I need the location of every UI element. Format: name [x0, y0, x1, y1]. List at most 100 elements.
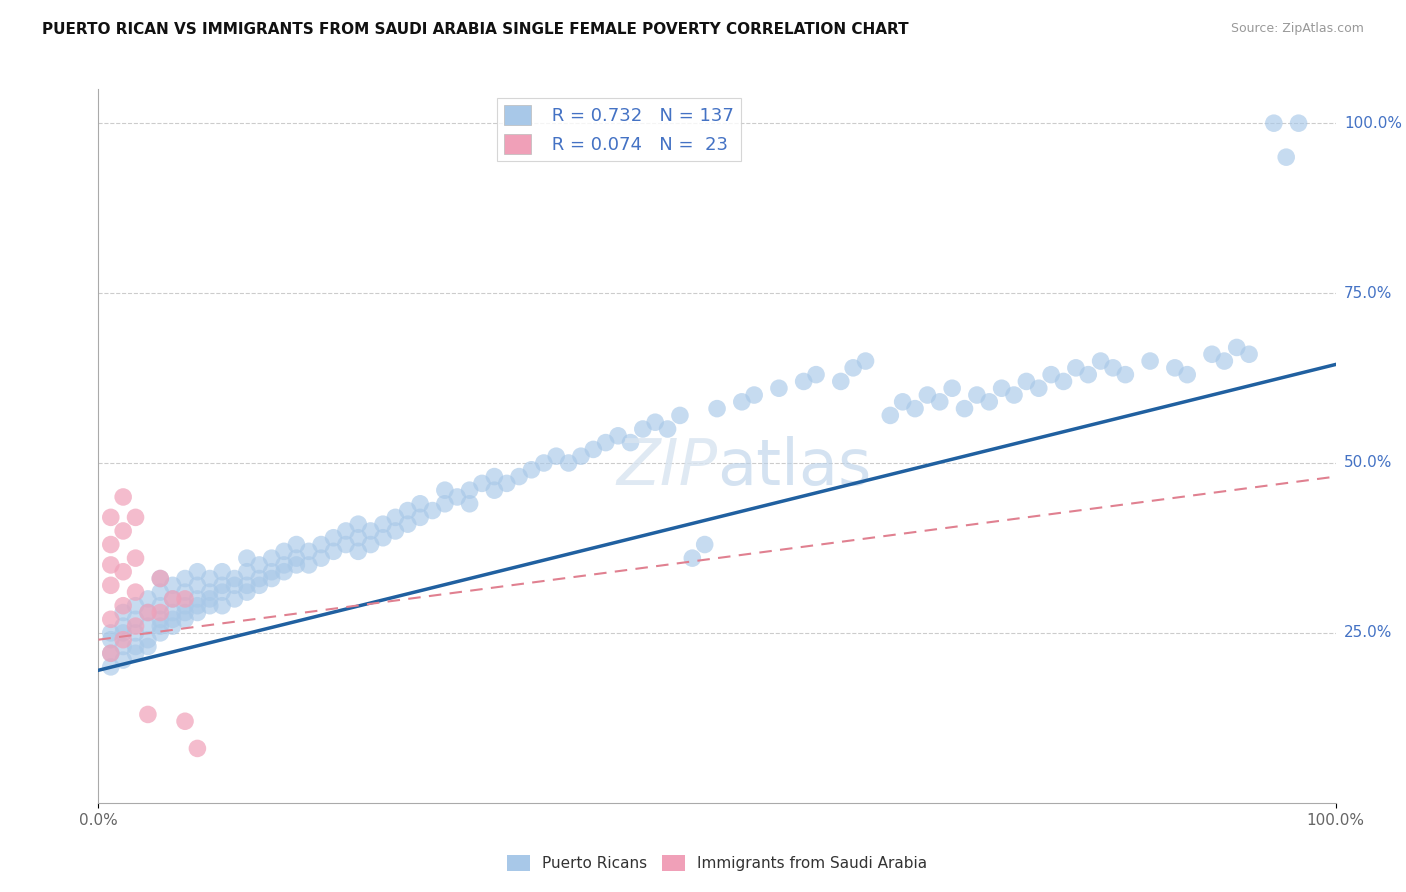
Point: [1002, 388, 1025, 402]
Point: [1275, 150, 1298, 164]
Point: [298, 544, 321, 558]
Point: [273, 558, 295, 572]
Point: [236, 551, 259, 566]
Point: [174, 591, 197, 606]
Point: [260, 565, 283, 579]
Point: [124, 585, 146, 599]
Point: [619, 435, 641, 450]
Point: [335, 524, 357, 538]
Point: [706, 401, 728, 416]
Point: [100, 660, 122, 674]
Point: [124, 599, 146, 613]
Point: [458, 483, 481, 498]
Point: [433, 483, 456, 498]
Point: [260, 572, 283, 586]
Point: [112, 640, 135, 654]
Point: [100, 646, 122, 660]
Point: [124, 612, 146, 626]
Point: [1015, 375, 1038, 389]
Point: [100, 558, 122, 572]
Point: [174, 612, 197, 626]
Point: [1090, 354, 1112, 368]
Point: [384, 510, 406, 524]
Point: [309, 537, 332, 551]
Point: [966, 388, 988, 402]
Point: [569, 449, 592, 463]
Point: [309, 551, 332, 566]
Point: [136, 640, 159, 654]
Point: [136, 606, 159, 620]
Point: [409, 497, 432, 511]
Point: [484, 483, 506, 498]
Point: [224, 572, 246, 586]
Point: [917, 388, 939, 402]
Point: [112, 490, 135, 504]
Point: [136, 707, 159, 722]
Point: [520, 463, 543, 477]
Point: [100, 537, 122, 551]
Point: [731, 394, 754, 409]
Point: [112, 653, 135, 667]
Text: atlas: atlas: [717, 436, 872, 499]
Point: [136, 619, 159, 633]
Point: [533, 456, 555, 470]
Point: [136, 606, 159, 620]
Text: Source: ZipAtlas.com: Source: ZipAtlas.com: [1230, 22, 1364, 36]
Point: [384, 524, 406, 538]
Point: [990, 381, 1012, 395]
Point: [607, 429, 630, 443]
Point: [285, 537, 308, 551]
Point: [100, 612, 122, 626]
Point: [174, 714, 197, 729]
Point: [260, 551, 283, 566]
Point: [162, 591, 184, 606]
Point: [112, 606, 135, 620]
Point: [335, 537, 357, 551]
Point: [471, 476, 494, 491]
Point: [953, 401, 976, 416]
Point: [211, 599, 233, 613]
Point: [186, 606, 208, 620]
Point: [198, 572, 221, 586]
Legend: Puerto Ricans, Immigrants from Saudi Arabia: Puerto Ricans, Immigrants from Saudi Ara…: [501, 849, 934, 877]
Text: 50.0%: 50.0%: [1344, 456, 1392, 470]
Point: [174, 572, 197, 586]
Point: [124, 640, 146, 654]
Point: [508, 469, 530, 483]
Point: [842, 360, 865, 375]
Point: [322, 544, 344, 558]
Point: [595, 435, 617, 450]
Point: [371, 517, 394, 532]
Point: [112, 632, 135, 647]
Point: [112, 599, 135, 613]
Point: [1288, 116, 1310, 130]
Point: [112, 619, 135, 633]
Point: [186, 599, 208, 613]
Point: [793, 375, 815, 389]
Point: [693, 537, 716, 551]
Point: [124, 551, 146, 566]
Point: [446, 490, 468, 504]
Point: [162, 612, 184, 626]
Point: [198, 599, 221, 613]
Point: [136, 632, 159, 647]
Point: [1139, 354, 1161, 368]
Point: [224, 578, 246, 592]
Point: [149, 626, 172, 640]
Point: [162, 606, 184, 620]
Point: [1164, 360, 1187, 375]
Point: [855, 354, 877, 368]
Point: [1237, 347, 1260, 361]
Point: [174, 585, 197, 599]
Point: [1201, 347, 1223, 361]
Point: [1028, 381, 1050, 395]
Point: [100, 510, 122, 524]
Point: [124, 619, 146, 633]
Point: [1263, 116, 1285, 130]
Point: [149, 572, 172, 586]
Point: [100, 578, 122, 592]
Point: [149, 585, 172, 599]
Point: [162, 578, 184, 592]
Point: [557, 456, 579, 470]
Point: [1040, 368, 1063, 382]
